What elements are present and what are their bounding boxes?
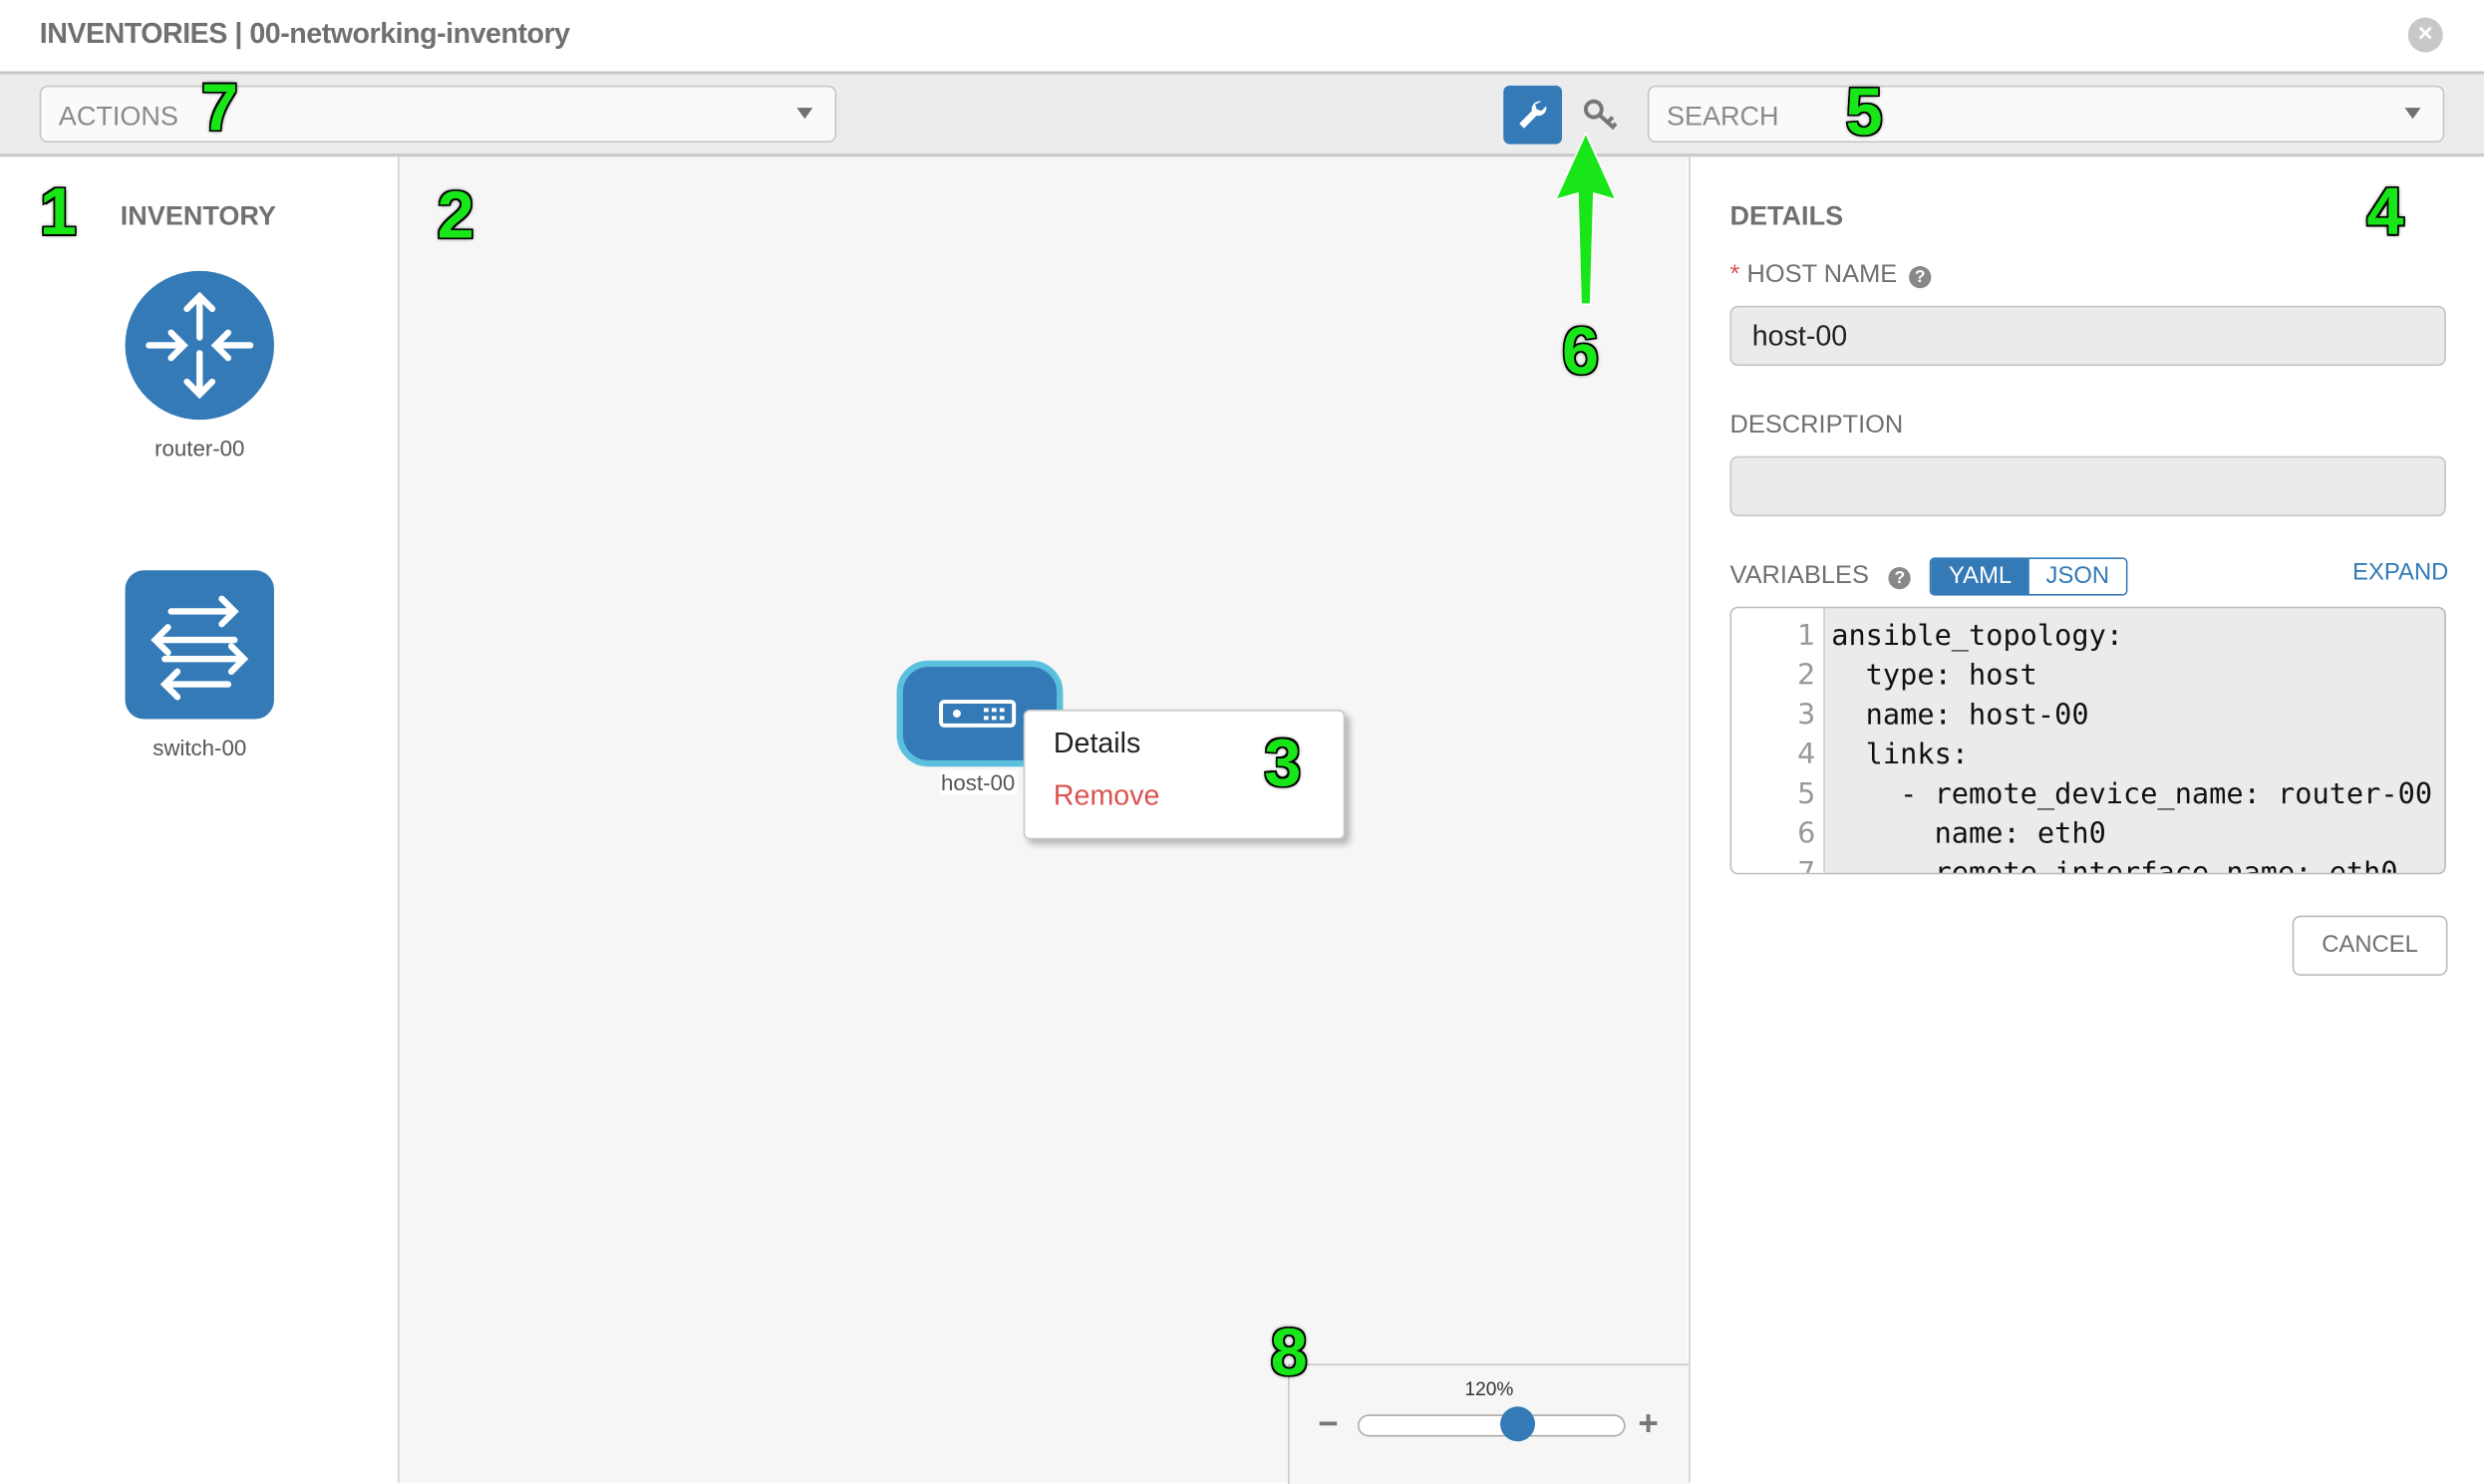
page-header: INVENTORIES | 00-networking-inventory ×: [0, 0, 2484, 75]
chevron-down-icon: [796, 108, 813, 120]
code-line: - remote_device_name: router-00: [1831, 777, 2433, 811]
actions-label: ACTIONS: [58, 101, 178, 132]
editor-gutter: 1 2 3 4 5 6 7: [1731, 608, 1825, 875]
variables-label-text: VARIABLES: [1729, 562, 1869, 590]
zoom-in-button[interactable]: +: [1638, 1403, 1659, 1443]
yaml-toggle[interactable]: YAML: [1931, 559, 2029, 594]
help-icon[interactable]: ?: [1888, 566, 1912, 590]
annotation-2: 2: [436, 175, 475, 253]
annotation-7: 7: [199, 68, 239, 146]
wrench-button[interactable]: [1503, 85, 1563, 145]
annotation-6: 6: [1560, 312, 1600, 390]
annotation-8: 8: [1269, 1314, 1309, 1391]
menu-item-remove[interactable]: Remove: [1053, 778, 1160, 811]
line-number: 2: [1797, 659, 1816, 693]
zoom-level: 120%: [1464, 1377, 1514, 1400]
help-icon[interactable]: ?: [1909, 266, 1932, 289]
zoom-control: 120% − +: [1288, 1363, 1690, 1484]
code-line: remote_interface_name: eth0: [1831, 856, 2398, 875]
toolbar: ACTIONS SEARCH: [0, 74, 2484, 157]
annotation-4: 4: [2365, 172, 2405, 250]
switch-label: switch-00: [153, 735, 247, 760]
host-name-label-text: HOST NAME: [1746, 261, 1898, 289]
cancel-button[interactable]: CANCEL: [2292, 915, 2448, 977]
inventory-panel: INVENTORY router-00 switch-00: [0, 156, 400, 1483]
line-number: 7: [1797, 856, 1816, 875]
inventory-title: INVENTORY: [120, 200, 276, 232]
description-label: DESCRIPTION: [1729, 412, 1904, 440]
required-mark: *: [1729, 261, 1740, 289]
variables-editor[interactable]: 1 2 3 4 5 6 7 ansible_topology: type: host nam…: [1729, 606, 2446, 875]
json-toggle[interactable]: JSON: [2028, 559, 2126, 594]
code-line: links:: [1831, 738, 1970, 771]
annotation-arrow-icon: [1554, 131, 1618, 305]
host-name-input[interactable]: host-00: [1729, 305, 2446, 367]
search-dropdown[interactable]: SEARCH: [1647, 85, 2445, 144]
router-label: router-00: [155, 436, 245, 461]
code-line: type: host: [1831, 659, 2037, 693]
router-icon: [125, 270, 274, 421]
line-number: 4: [1797, 738, 1816, 771]
description-input[interactable]: [1729, 455, 2446, 517]
details-title: DETAILS: [1729, 200, 1844, 232]
actions-dropdown[interactable]: ACTIONS: [39, 85, 837, 144]
context-menu: Details Remove: [1023, 710, 1346, 840]
inventory-item-router[interactable]: router-00: [124, 270, 276, 461]
page-title: INVENTORIES | 00-networking-inventory: [39, 17, 570, 50]
annotation-1: 1: [38, 172, 78, 250]
line-number: 3: [1797, 698, 1816, 733]
host-server-icon: [939, 700, 1017, 728]
zoom-slider-handle[interactable]: [1500, 1406, 1536, 1442]
code-line: ansible_topology:: [1831, 619, 2124, 653]
menu-item-details[interactable]: Details: [1053, 727, 1141, 759]
search-label: SEARCH: [1666, 101, 1779, 132]
zoom-slider[interactable]: [1358, 1414, 1626, 1437]
annotation-3: 3: [1263, 724, 1303, 801]
format-toggle: YAML JSON: [1929, 557, 2128, 596]
chevron-down-icon: [2404, 108, 2421, 120]
variables-label: VARIABLES ?: [1730, 562, 1912, 591]
host-name-label: * HOST NAME ?: [1730, 261, 1932, 290]
topology-canvas[interactable]: host-00 Details Remove 120% − +: [399, 156, 1690, 1484]
line-number: 6: [1797, 817, 1816, 851]
code-line: name: host-00: [1831, 698, 2089, 733]
key-button[interactable]: [1578, 86, 1626, 145]
wrench-icon: [1519, 101, 1547, 129]
close-icon[interactable]: ×: [2407, 17, 2443, 53]
switch-icon: [125, 570, 274, 720]
line-number: 5: [1797, 777, 1816, 811]
code-line: name: eth0: [1831, 817, 2106, 851]
details-panel: DETAILS * HOST NAME ? host-00 DESCRIPTIO…: [1689, 156, 2484, 1483]
expand-link[interactable]: EXPAND: [2352, 559, 2449, 587]
zoom-out-button[interactable]: −: [1318, 1403, 1339, 1443]
annotation-5: 5: [1844, 73, 1884, 150]
editor-code: ansible_topology: type: host name: host-…: [1831, 616, 2433, 875]
key-icon: [1583, 99, 1618, 131]
inventory-item-switch[interactable]: switch-00: [124, 570, 276, 760]
line-number: 1: [1797, 619, 1816, 653]
host-node-label: host-00: [939, 769, 1017, 795]
